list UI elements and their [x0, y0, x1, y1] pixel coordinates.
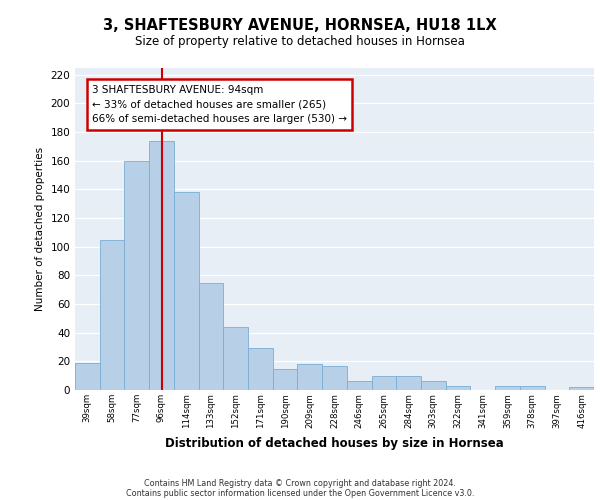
- Bar: [298, 364, 322, 390]
- Y-axis label: Number of detached properties: Number of detached properties: [35, 146, 45, 311]
- Bar: [520, 386, 545, 390]
- X-axis label: Distribution of detached houses by size in Hornsea: Distribution of detached houses by size …: [165, 438, 504, 450]
- Bar: [75, 363, 100, 390]
- Bar: [149, 140, 174, 390]
- Bar: [199, 282, 223, 390]
- Bar: [124, 160, 149, 390]
- Text: Contains public sector information licensed under the Open Government Licence v3: Contains public sector information licen…: [126, 488, 474, 498]
- Bar: [248, 348, 273, 390]
- Text: 3 SHAFTESBURY AVENUE: 94sqm
← 33% of detached houses are smaller (265)
66% of se: 3 SHAFTESBURY AVENUE: 94sqm ← 33% of det…: [92, 84, 347, 124]
- Bar: [495, 386, 520, 390]
- Text: Contains HM Land Registry data © Crown copyright and database right 2024.: Contains HM Land Registry data © Crown c…: [144, 478, 456, 488]
- Bar: [223, 327, 248, 390]
- Text: Size of property relative to detached houses in Hornsea: Size of property relative to detached ho…: [135, 35, 465, 48]
- Bar: [273, 368, 298, 390]
- Bar: [174, 192, 199, 390]
- Bar: [100, 240, 124, 390]
- Bar: [569, 387, 594, 390]
- Bar: [322, 366, 347, 390]
- Bar: [446, 386, 470, 390]
- Bar: [347, 382, 371, 390]
- Text: 3, SHAFTESBURY AVENUE, HORNSEA, HU18 1LX: 3, SHAFTESBURY AVENUE, HORNSEA, HU18 1LX: [103, 18, 497, 32]
- Bar: [421, 382, 446, 390]
- Bar: [371, 376, 396, 390]
- Bar: [396, 376, 421, 390]
